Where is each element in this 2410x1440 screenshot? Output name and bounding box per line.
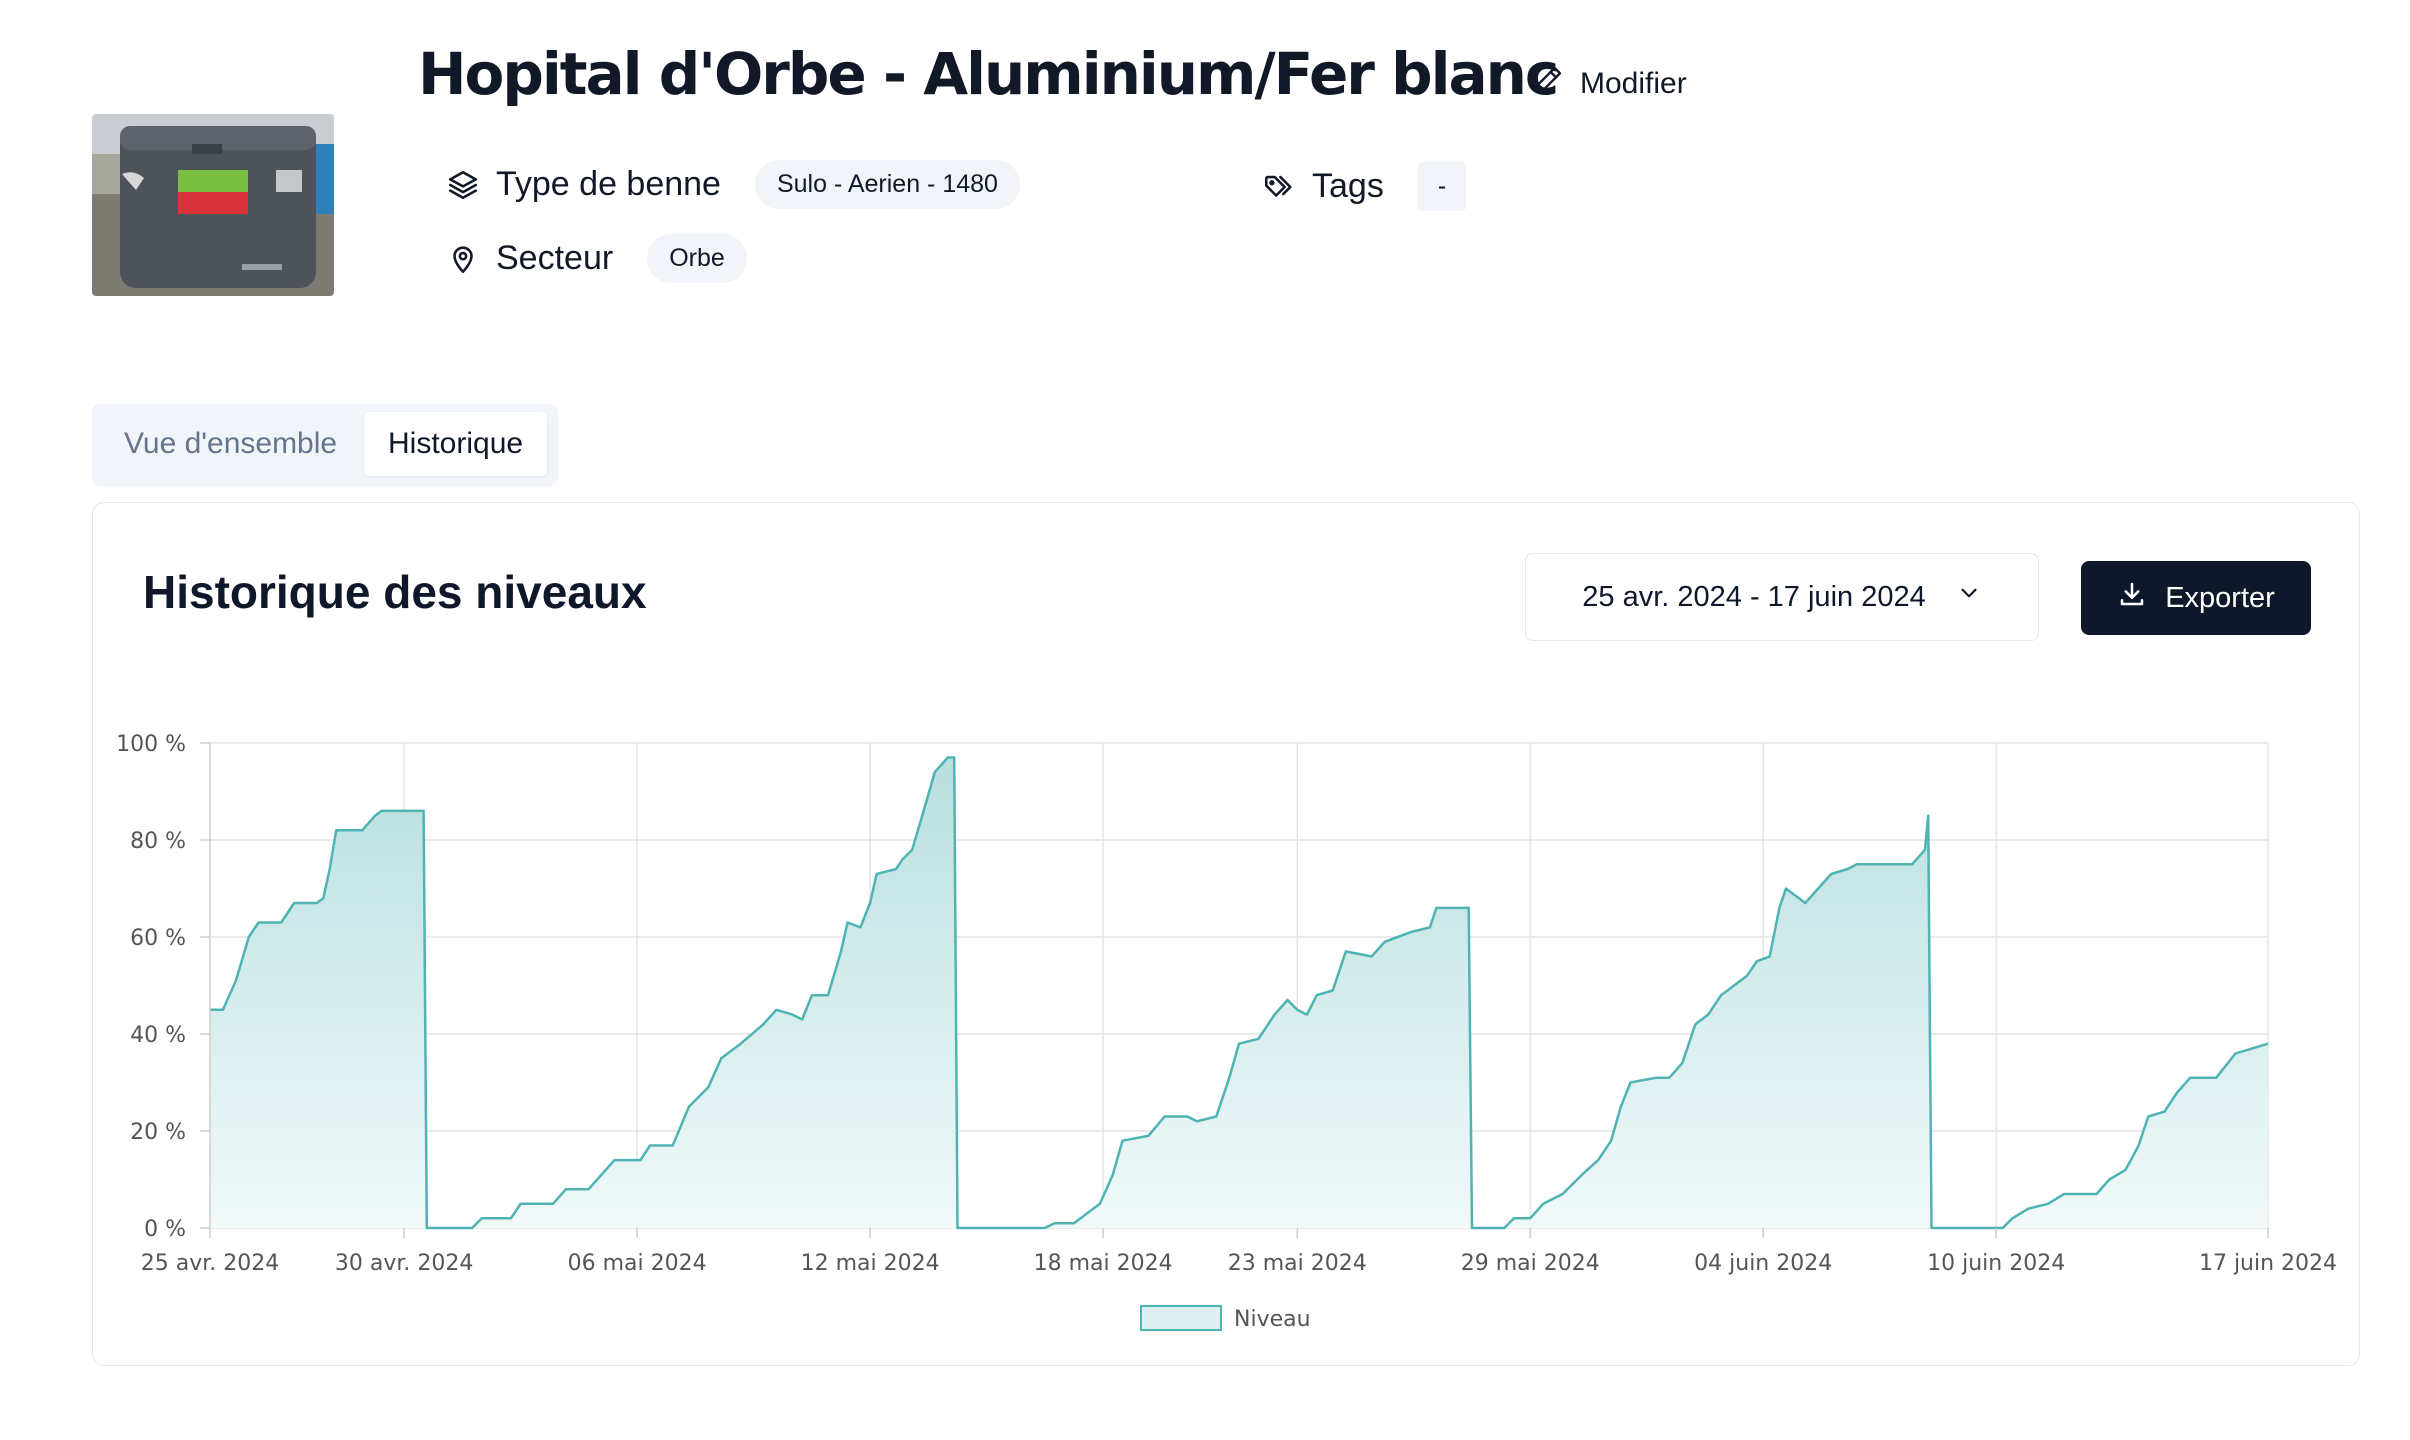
edit-button[interactable]: Modifier [1532,64,1687,104]
export-button[interactable]: Exporter [2081,561,2311,635]
layers-icon [446,168,480,202]
y-tick-label: 60 % [130,926,186,951]
x-tick-label: 06 mai 2024 [568,1251,707,1276]
x-tick-label: 18 mai 2024 [1034,1251,1173,1276]
series-area-niveau [210,757,2268,1228]
x-tick-label: 23 mai 2024 [1228,1251,1367,1276]
sector-label: Secteur [496,239,614,277]
x-tick-label: 04 juin 2024 [1694,1251,1832,1276]
bin-type-badge: Sulo - Aerien - 1480 [754,160,1020,209]
y-tick-label: 0 % [144,1217,186,1242]
export-button-label: Exporter [2165,581,2275,614]
x-tick-label: 17 juin 2024 [2199,1251,2337,1276]
sector-badge: Orbe [647,234,747,283]
map-pin-icon [446,242,480,276]
tab-overview[interactable]: Vue d'ensemble [124,427,338,460]
x-tick-label: 29 mai 2024 [1461,1251,1600,1276]
x-tick-label: 30 avr. 2024 [335,1251,474,1276]
x-tick-label: 25 avr. 2024 [141,1251,280,1276]
page-title: Hopital d'Orbe - Aluminium/Fer blanc [418,40,1559,108]
y-tick-label: 100 % [116,732,186,757]
x-tick-label: 10 juin 2024 [1927,1251,2065,1276]
chart-area-layer [210,756,2269,1230]
edit-button-label: Modifier [1580,67,1687,100]
tab-history[interactable]: Historique [364,412,548,476]
chart-axis-layer: 0 % 20 % 40 % 60 % 80 % 100 % 25 avr. 2024 30 a… [116,732,2337,1276]
download-icon [2117,579,2147,617]
tags-label: Tags [1312,167,1384,205]
legend-swatch [1140,1305,1222,1331]
bin-type-label: Type de benne [496,165,721,203]
tags-icon [1262,170,1296,204]
bin-type-row: Type de benne Sulo - Aerien - 1480 [446,160,1020,209]
date-range-picker[interactable]: 25 avr. 2024 - 17 juin 2024 [1525,553,2039,641]
chart-legend[interactable]: Niveau [1140,1305,1311,1332]
tags-badge: - [1417,162,1467,211]
y-tick-label: 40 % [130,1023,186,1048]
date-range-value: 25 avr. 2024 - 17 juin 2024 [1582,580,1926,613]
container-photo [92,114,334,296]
legend-label: Niveau [1234,1307,1311,1332]
container-photo-graphic [92,114,334,296]
sector-row: Secteur Orbe [446,234,747,283]
card-title: Historique des niveaux [143,566,647,618]
tags-row: Tags - [1262,162,1467,211]
y-tick-label: 80 % [130,829,186,854]
x-tick-label: 12 mai 2024 [801,1251,940,1276]
chevron-down-icon [1956,580,1982,614]
tab-bar: Vue d'ensemble Historique [92,404,558,486]
y-tick-label: 20 % [130,1120,186,1145]
series-line-niveau [210,756,2269,1230]
pencil-icon [1532,64,1564,104]
